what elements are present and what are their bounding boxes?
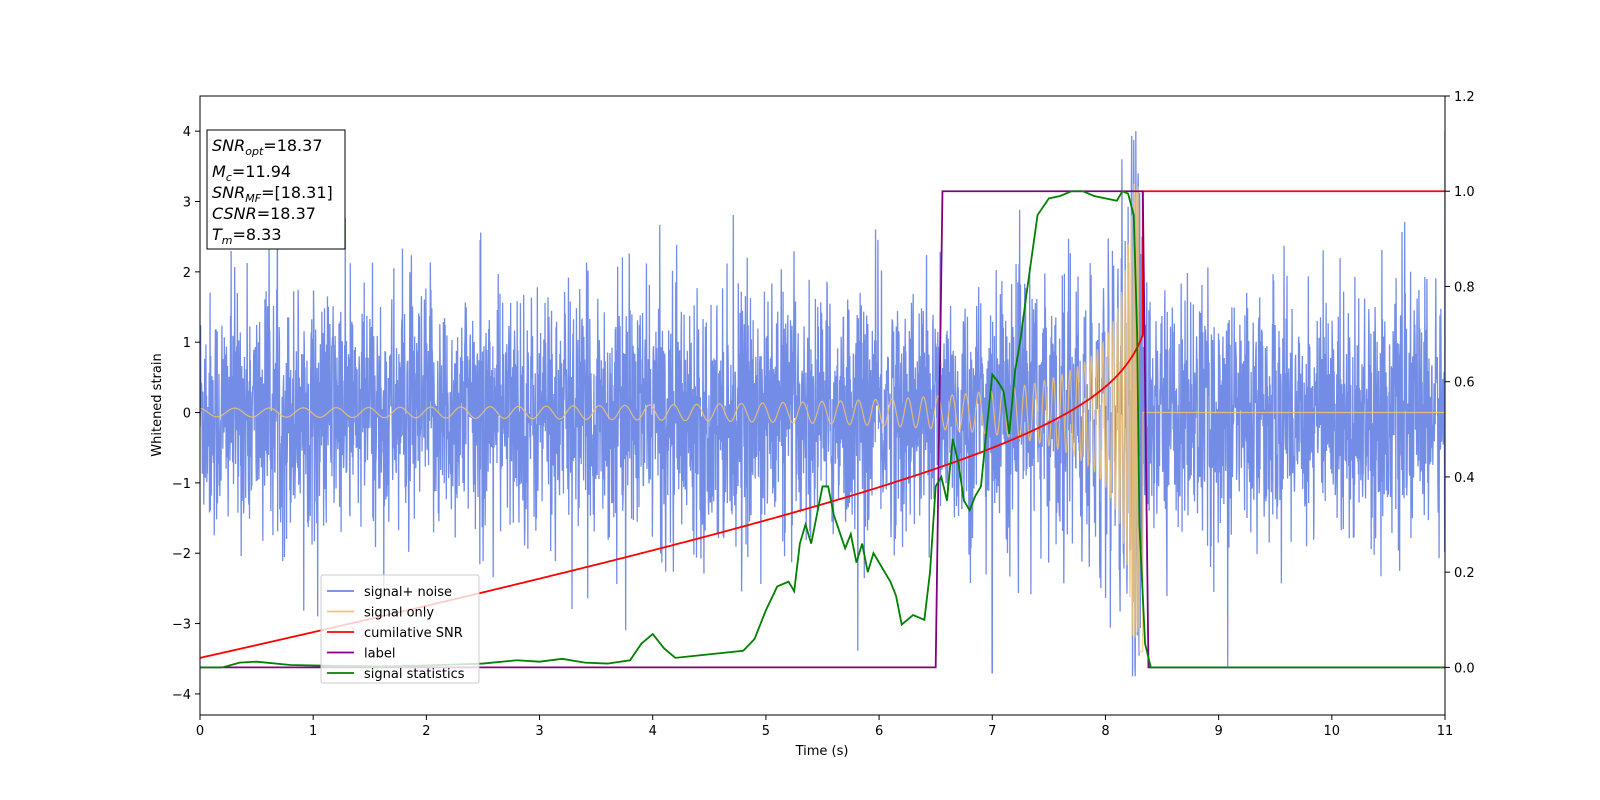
csnr-label: CSNR: [212, 204, 257, 223]
x-tick-label: 6: [875, 724, 883, 739]
y2-tick-label: 0.8: [1454, 280, 1475, 295]
x-axis: 0 1 2 3 4 5 6 7 8 9 10 11: [196, 715, 1453, 739]
y-tick-label: 1: [183, 336, 191, 351]
x-tick-label: 9: [1214, 724, 1222, 739]
mc-value: =11.94: [232, 162, 291, 181]
snr-mf-label: SNR: [212, 183, 245, 202]
x-tick-label: 4: [649, 724, 657, 739]
x-tick-label: 3: [535, 724, 543, 739]
y-axis-left: 4 3 2 1 0 −1 −2 −3 −4: [172, 125, 200, 703]
y-axis-right: 1.2 1.0 0.8 0.6 0.4 0.2 0.0: [1445, 90, 1475, 676]
x-tick-label: 1: [309, 724, 317, 739]
y2-tick-label: 1.0: [1454, 185, 1475, 200]
tm-value: =8.33: [233, 225, 282, 244]
csnr-value: =18.37: [257, 204, 316, 223]
x-tick-label: 5: [762, 724, 770, 739]
series-signal-noise-line: [200, 131, 1445, 677]
y-tick-label: −2: [172, 547, 191, 562]
y2-tick-label: 0.6: [1454, 376, 1475, 391]
x-tick-label: 11: [1437, 724, 1454, 739]
x-tick-label: 8: [1101, 724, 1109, 739]
y-tick-label: 3: [183, 196, 191, 211]
snr-opt-label: SNR: [212, 136, 245, 155]
series-signal-only-line: [200, 183, 1445, 653]
svg-text:SNRMF=[18.31]: SNRMF=[18.31]: [212, 183, 333, 205]
legend-label: signal only: [364, 606, 434, 621]
y-axis-label: Whitened strain: [150, 353, 165, 456]
mc-sub: c: [226, 171, 232, 184]
snr-mf-value: =[18.31]: [261, 183, 333, 202]
svg-text:SNRopt=18.37: SNRopt=18.37: [212, 136, 323, 158]
snr-mf-sub: MF: [245, 192, 261, 205]
info-box: SNRopt=18.37 Mc=11.94 SNRMF=[18.31] CSNR…: [206, 129, 346, 250]
x-tick-label: 0: [196, 724, 204, 739]
svg-text:Tm=8.33: Tm=8.33: [212, 225, 282, 247]
mc-label: M: [212, 162, 226, 181]
snr-opt-value: =18.37: [263, 136, 322, 155]
legend-label: signal+ noise: [364, 585, 452, 600]
x-axis-label: Time (s): [795, 744, 849, 759]
tm-label: T: [212, 225, 223, 244]
x-tick-label: 10: [1324, 724, 1341, 739]
y2-tick-label: 0.0: [1454, 661, 1475, 676]
y-tick-label: 2: [183, 266, 191, 281]
legend: signal+ noise signal only cumilative SNR la…: [320, 574, 480, 684]
x-tick-label: 2: [422, 724, 430, 739]
svg-text:CSNR=18.37: CSNR=18.37: [212, 204, 316, 223]
y-tick-label: −1: [172, 477, 191, 492]
y-tick-label: 4: [183, 125, 191, 140]
snr-opt-sub: opt: [245, 145, 264, 158]
tm-sub: m: [222, 234, 233, 247]
series-signal-statistics-line: [200, 190, 1445, 669]
legend-label: signal statistics: [364, 667, 465, 682]
y2-tick-label: 0.4: [1454, 471, 1475, 486]
y-tick-label: −3: [172, 618, 191, 633]
legend-label: label: [364, 647, 395, 662]
y2-tick-label: 0.2: [1454, 566, 1475, 581]
x-tick-label: 7: [988, 724, 996, 739]
svg-text:Mc=11.94: Mc=11.94: [212, 162, 291, 184]
legend-label: cumilative SNR: [364, 626, 463, 641]
y-tick-label: −4: [172, 688, 191, 703]
plot-frame: [199, 95, 1446, 716]
y2-tick-label: 1.2: [1454, 90, 1475, 105]
y-tick-label: 0: [183, 407, 191, 422]
